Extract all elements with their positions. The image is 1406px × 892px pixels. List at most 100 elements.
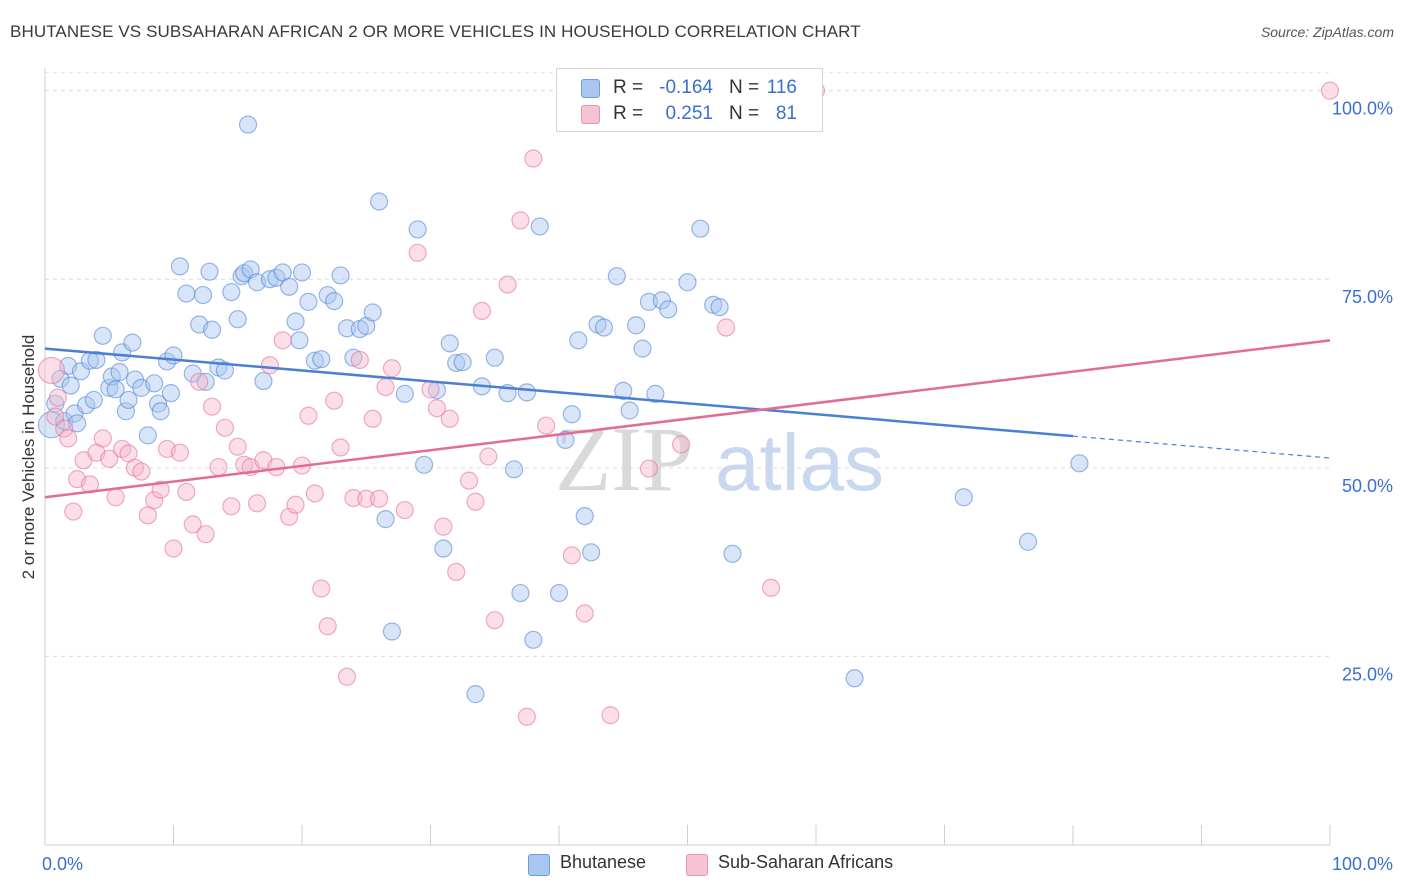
legend-n-value: 81 [775, 103, 797, 124]
chart-title: BHUTANESE VS SUBSAHARAN AFRICAN 2 OR MOR… [10, 22, 861, 41]
data-point [601, 706, 620, 725]
data-point [202, 397, 222, 416]
data-point [312, 350, 331, 369]
data-point [228, 310, 247, 329]
data-point [517, 383, 536, 402]
data-point [466, 685, 485, 704]
data-point [290, 331, 309, 350]
data-point [485, 348, 504, 367]
data-point [549, 583, 569, 603]
legend-swatch-bhutanese [581, 79, 600, 98]
data-point [447, 353, 466, 373]
data-point [562, 405, 581, 424]
data-point [215, 361, 234, 380]
data-point [151, 480, 170, 499]
data-point [575, 604, 594, 623]
data-point [200, 262, 219, 281]
data-point [382, 359, 402, 378]
data-point [193, 285, 213, 305]
data-point [370, 489, 389, 508]
data-point [382, 622, 402, 641]
data-point [517, 707, 536, 726]
data-point [678, 273, 697, 292]
data-point [472, 301, 491, 321]
data-point [305, 351, 324, 370]
data-point [434, 539, 453, 558]
data-point [337, 319, 357, 338]
data-point [132, 462, 151, 481]
data-point [414, 455, 434, 474]
data-point [620, 401, 639, 420]
watermark: ZIP atlas [555, 408, 884, 510]
legend-row-bhutanese: R = -0.164 N = 116 [557, 75, 822, 101]
data-point [485, 611, 504, 630]
data-point [344, 488, 363, 508]
data-point [1070, 454, 1089, 473]
data-point [170, 257, 190, 276]
data-point [659, 300, 678, 319]
data-point [421, 380, 440, 399]
data-point [100, 449, 119, 468]
data-point [100, 378, 119, 397]
legend-r-value: -0.164 [659, 77, 713, 98]
trend-line [44, 339, 1331, 499]
data-point [55, 419, 74, 438]
data-point [325, 292, 344, 311]
data-point [331, 438, 350, 457]
data-point [1018, 532, 1038, 551]
data-point [228, 437, 247, 456]
correlation-legend: R = -0.164 N = 116 R = 0.251 N = 81 [556, 68, 823, 132]
data-point [59, 429, 78, 448]
legend-n-label: N = [729, 103, 760, 124]
x-tick-label: 0.0% [42, 854, 83, 874]
data-point [215, 418, 234, 437]
data-point [325, 391, 344, 410]
data-point [376, 510, 395, 529]
data-point [93, 326, 112, 345]
data-point [116, 402, 136, 421]
data-point [161, 384, 181, 403]
data-point [93, 429, 112, 448]
data-point [350, 350, 369, 370]
data-point [331, 266, 350, 285]
data-point [106, 488, 125, 507]
data-point [556, 430, 575, 450]
data-point [639, 459, 659, 478]
data-point [177, 284, 196, 303]
legend-n-label: N = [729, 77, 760, 98]
data-point [537, 416, 556, 435]
data-point [582, 543, 601, 562]
data-point [164, 346, 183, 365]
y-axis-label: 2 or more Vehicles in Household [19, 335, 38, 580]
data-point [196, 525, 215, 544]
data-point [710, 298, 729, 317]
data-point [614, 381, 633, 400]
data-point [106, 380, 125, 399]
data-point [569, 331, 588, 350]
y-tick-label: 75.0% [1342, 287, 1393, 307]
data-point [46, 407, 65, 426]
data-point [110, 362, 129, 382]
data-point [177, 482, 196, 502]
legend-r-label: R = [613, 77, 644, 98]
bottom-legend-swatch [528, 854, 550, 876]
y-tick-label: 50.0% [1342, 476, 1393, 496]
data-point [716, 318, 736, 337]
data-point [761, 578, 781, 597]
data-point [183, 515, 202, 534]
trend-lines [44, 339, 1331, 499]
data-point [357, 489, 376, 508]
data-point [408, 243, 427, 262]
x-tick-label: 100.0% [1332, 854, 1393, 874]
data-point [524, 630, 543, 649]
data-point [633, 339, 652, 358]
data-point [196, 372, 215, 391]
data-point [222, 497, 241, 516]
data-point [280, 277, 299, 296]
data-point [87, 350, 106, 370]
data-point [626, 316, 646, 335]
data-point [286, 312, 305, 331]
bottom-legend-swatch [686, 854, 708, 876]
data-point [247, 494, 267, 513]
tick-labels: 25.0% 50.0% 75.0% 100.0% 0.0% 100.0% [42, 99, 1393, 874]
